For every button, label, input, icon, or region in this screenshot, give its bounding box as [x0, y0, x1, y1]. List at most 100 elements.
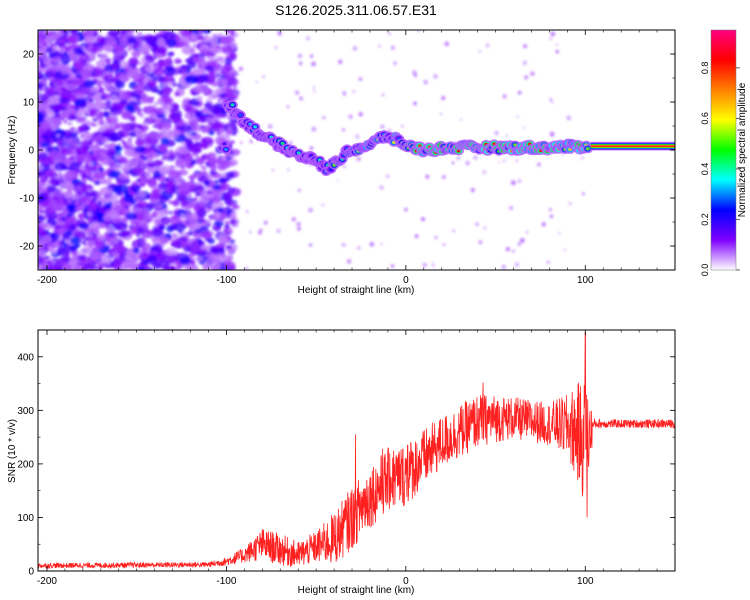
noise-blob — [161, 102, 173, 111]
noise-blob — [168, 266, 175, 270]
noise-blob — [159, 237, 168, 244]
noise-blob — [215, 56, 225, 62]
noise-blob — [124, 148, 134, 157]
noise-blob — [209, 246, 219, 254]
noise-blob — [157, 183, 165, 189]
noise-blob — [164, 152, 170, 157]
noise-blob — [142, 121, 148, 125]
noise-blob — [249, 140, 253, 144]
noise-blob — [184, 74, 199, 85]
noise-blob — [581, 192, 585, 196]
noise-blob — [465, 160, 471, 166]
noise-blob — [55, 56, 62, 63]
noise-blob — [152, 124, 158, 128]
noise-blob — [541, 222, 546, 227]
noise-blob — [296, 226, 302, 231]
noise-blob — [60, 156, 70, 165]
noise-blob — [148, 99, 154, 103]
noise-blob — [91, 122, 96, 127]
noise-blob — [179, 256, 192, 265]
noise-blob — [108, 170, 120, 179]
noise-blob — [145, 256, 158, 265]
ridge — [217, 100, 594, 177]
noise-blob — [233, 200, 238, 204]
noise-blob — [86, 203, 97, 212]
noise-blob — [95, 155, 105, 162]
noise-blob — [171, 233, 178, 238]
noise-blob — [99, 111, 104, 116]
noise-blob — [255, 80, 258, 84]
noise-blob — [40, 192, 48, 199]
noise-blob — [187, 193, 193, 199]
noise-blob — [431, 263, 436, 268]
noise-blob — [348, 114, 353, 120]
noise-blob — [154, 203, 163, 210]
noise-blob — [211, 41, 218, 47]
noise-blob — [219, 60, 225, 65]
noise-blob — [174, 158, 188, 167]
noise-blob — [56, 139, 64, 145]
noise-blob — [49, 98, 58, 105]
noise-blob — [144, 136, 152, 145]
noise-blob — [176, 265, 181, 270]
noise-blob — [46, 185, 57, 192]
noise-blob — [138, 62, 143, 66]
noise-blob — [274, 46, 278, 50]
noise-blob — [346, 258, 352, 264]
steady-signal-band — [590, 145, 675, 147]
noise-blob — [43, 57, 54, 67]
noise-blob — [63, 129, 72, 137]
noise-blob — [165, 123, 172, 129]
noise-blob — [66, 203, 77, 212]
noise-blob — [60, 148, 68, 154]
noise-blob — [413, 73, 418, 78]
noise-blob — [49, 134, 55, 138]
noise-blob — [180, 64, 187, 70]
y-tick-label: 100 — [17, 513, 34, 524]
noise-blob — [385, 174, 390, 178]
noise-blob — [233, 92, 238, 96]
noise-blob — [517, 178, 522, 184]
snr-ylabel: SNR (10 * v/v) — [7, 419, 18, 483]
noise-blob — [113, 244, 126, 254]
x-tick-label: -100 — [216, 576, 236, 587]
noise-blob — [221, 155, 227, 160]
noise-blob — [218, 128, 225, 134]
colorbar-label: Normalized spectral amplitude — [737, 82, 748, 217]
noise-blob — [49, 150, 61, 159]
noise-blob — [205, 102, 212, 107]
noise-blob — [390, 45, 396, 50]
noise-blob — [309, 146, 314, 151]
noise-blob — [174, 91, 180, 97]
noise-blob — [356, 245, 362, 251]
noise-blob — [230, 41, 237, 49]
noise-blob — [378, 44, 381, 48]
noise-blob — [240, 141, 243, 144]
noise-blob — [216, 159, 232, 169]
noise-blob — [42, 170, 54, 178]
noise-blob — [70, 30, 79, 35]
noise-blob — [60, 216, 66, 222]
noise-blob — [105, 37, 117, 45]
noise-blob — [51, 119, 63, 127]
noise-blob — [210, 121, 223, 130]
noise-blob — [38, 92, 42, 97]
noise-blob — [549, 214, 554, 219]
noise-blob — [40, 223, 48, 229]
noise-blob — [137, 43, 150, 52]
noise-blob — [153, 102, 159, 106]
noise-blob — [162, 254, 178, 264]
noise-blob — [88, 45, 94, 49]
noise-blob — [233, 210, 237, 214]
noise-blob — [311, 61, 316, 67]
noise-blob — [356, 156, 362, 162]
noise-blob — [222, 260, 236, 270]
y-tick-label: -20 — [20, 242, 35, 253]
noise-blob — [263, 220, 268, 225]
noise-blob — [150, 244, 163, 253]
noise-blob — [127, 137, 133, 143]
noise-blob — [135, 138, 145, 147]
noise-blob — [555, 43, 559, 46]
